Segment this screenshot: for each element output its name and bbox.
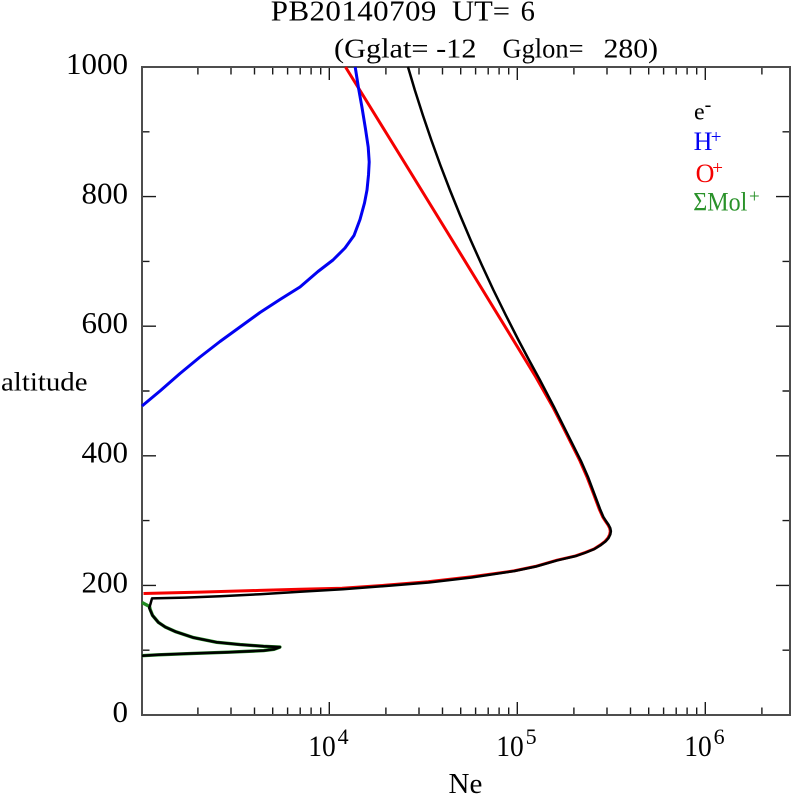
svg-text:H: H	[694, 127, 713, 156]
svg-text:1000: 1000	[66, 46, 128, 81]
svg-text:PB20140709: PB20140709	[271, 0, 437, 27]
svg-text:10: 10	[308, 730, 336, 763]
svg-text:400: 400	[82, 435, 129, 470]
svg-text:Gglon=: Gglon=	[503, 34, 584, 64]
svg-text:altitude: altitude	[1, 367, 88, 396]
svg-text:e: e	[694, 100, 705, 126]
svg-text:6: 6	[521, 0, 535, 27]
svg-text:-: -	[705, 94, 712, 116]
svg-text:10: 10	[684, 730, 712, 763]
svg-text:600: 600	[82, 305, 129, 340]
svg-text:800: 800	[82, 176, 129, 211]
svg-text:10: 10	[496, 730, 524, 763]
svg-text:200: 200	[82, 564, 129, 599]
svg-text:+: +	[712, 158, 723, 179]
svg-text:Ne: Ne	[449, 768, 483, 796]
svg-text:+: +	[749, 187, 760, 208]
svg-text:280): 280)	[604, 34, 659, 64]
svg-text:O: O	[696, 159, 715, 188]
svg-text:(Gglat= -12: (Gglat= -12	[334, 34, 477, 64]
svg-text:+: +	[711, 127, 722, 148]
svg-text:4: 4	[338, 724, 349, 749]
svg-text:ΣMol: ΣMol	[693, 187, 747, 216]
svg-text:UT=: UT=	[452, 0, 510, 27]
svg-text:0: 0	[113, 694, 129, 729]
svg-text:5: 5	[526, 724, 537, 749]
svg-text:6: 6	[714, 724, 725, 749]
